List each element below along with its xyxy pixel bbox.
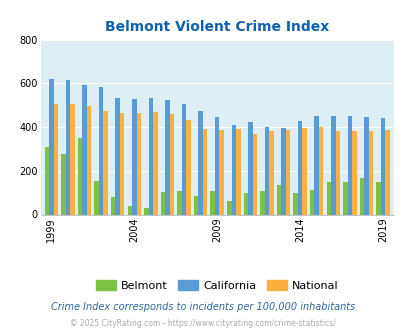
Bar [226, 201, 231, 214]
Text: Crime Index corresponds to incidents per 100,000 inhabitants: Crime Index corresponds to incidents per… [51, 302, 354, 312]
Bar [153, 112, 157, 214]
Bar [53, 104, 58, 214]
Bar [375, 182, 380, 214]
Bar [297, 121, 302, 214]
Bar [160, 191, 165, 214]
Bar [202, 129, 207, 214]
Bar [247, 122, 252, 214]
Bar [264, 127, 269, 214]
Bar [243, 193, 247, 214]
Bar [144, 208, 148, 214]
Bar [186, 120, 190, 214]
Bar [214, 117, 219, 214]
Bar [136, 113, 141, 214]
Bar [260, 191, 264, 214]
Bar [94, 181, 99, 214]
Bar [111, 197, 115, 214]
Bar [99, 87, 103, 214]
Bar [132, 99, 136, 214]
Bar [368, 131, 372, 214]
Bar [119, 113, 124, 214]
Bar [326, 182, 330, 214]
Bar [49, 79, 53, 214]
Bar [45, 147, 49, 214]
Bar [78, 138, 82, 214]
Bar [219, 130, 224, 214]
Bar [235, 129, 240, 214]
Bar [165, 100, 169, 214]
Bar [330, 116, 335, 214]
Bar [380, 118, 384, 214]
Bar [293, 193, 297, 215]
Bar [181, 104, 186, 214]
Bar [342, 182, 347, 214]
Bar [351, 131, 356, 214]
Bar [169, 114, 174, 214]
Bar [103, 111, 108, 214]
Bar [309, 190, 314, 214]
Bar [61, 154, 66, 214]
Bar [148, 98, 153, 214]
Bar [347, 116, 351, 214]
Text: © 2025 CityRating.com - https://www.cityrating.com/crime-statistics/: © 2025 CityRating.com - https://www.city… [70, 319, 335, 328]
Bar [127, 206, 132, 214]
Bar [318, 127, 323, 214]
Bar [115, 98, 119, 214]
Bar [252, 134, 256, 214]
Bar [335, 131, 339, 214]
Bar [276, 185, 281, 214]
Bar [302, 128, 306, 214]
Title: Belmont Violent Crime Index: Belmont Violent Crime Index [105, 20, 328, 34]
Bar [87, 106, 91, 214]
Bar [198, 111, 202, 214]
Bar [70, 104, 75, 214]
Bar [66, 80, 70, 214]
Legend: Belmont, California, National: Belmont, California, National [92, 276, 342, 295]
Bar [314, 116, 318, 214]
Bar [269, 131, 273, 214]
Bar [231, 125, 235, 214]
Bar [384, 130, 389, 214]
Bar [359, 178, 363, 214]
Bar [281, 128, 285, 214]
Bar [194, 196, 198, 214]
Bar [210, 191, 214, 214]
Bar [82, 84, 87, 214]
Bar [177, 191, 181, 214]
Bar [363, 117, 368, 214]
Bar [285, 130, 290, 214]
